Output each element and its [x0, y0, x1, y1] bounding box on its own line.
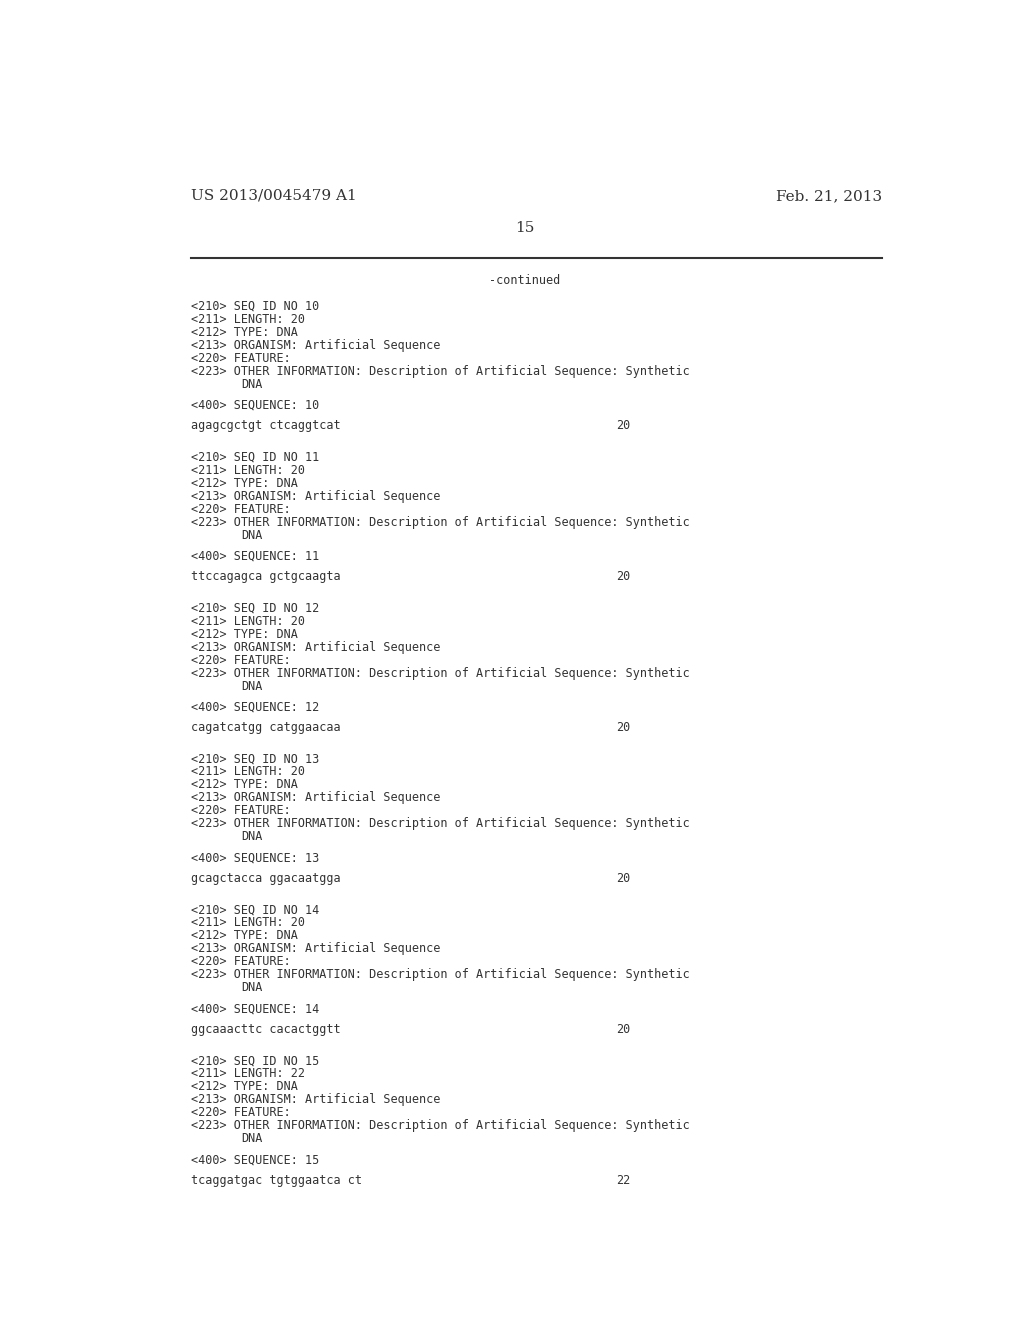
Text: 20: 20 — [616, 420, 631, 433]
Text: <211> LENGTH: 20: <211> LENGTH: 20 — [191, 313, 305, 326]
Text: <223> OTHER INFORMATION: Description of Artificial Sequence: Synthetic: <223> OTHER INFORMATION: Description of … — [191, 364, 690, 378]
Text: <213> ORGANISM: Artificial Sequence: <213> ORGANISM: Artificial Sequence — [191, 640, 441, 653]
Text: 20: 20 — [616, 1023, 631, 1036]
Text: <210> SEQ ID NO 10: <210> SEQ ID NO 10 — [191, 300, 319, 313]
Text: <210> SEQ ID NO 14: <210> SEQ ID NO 14 — [191, 903, 319, 916]
Text: DNA: DNA — [242, 830, 263, 843]
Text: <210> SEQ ID NO 15: <210> SEQ ID NO 15 — [191, 1055, 319, 1068]
Text: tcaggatgac tgtggaatca ct: tcaggatgac tgtggaatca ct — [191, 1173, 362, 1187]
Text: <400> SEQUENCE: 13: <400> SEQUENCE: 13 — [191, 851, 319, 865]
Text: <212> TYPE: DNA: <212> TYPE: DNA — [191, 1080, 298, 1093]
Text: gcagctacca ggacaatgga: gcagctacca ggacaatgga — [191, 873, 341, 886]
Text: <212> TYPE: DNA: <212> TYPE: DNA — [191, 779, 298, 792]
Text: DNA: DNA — [242, 378, 263, 391]
Text: <220> FEATURE:: <220> FEATURE: — [191, 956, 291, 969]
Text: DNA: DNA — [242, 528, 263, 541]
Text: <213> ORGANISM: Artificial Sequence: <213> ORGANISM: Artificial Sequence — [191, 339, 441, 351]
Text: 20: 20 — [616, 721, 631, 734]
Text: <220> FEATURE:: <220> FEATURE: — [191, 503, 291, 516]
Text: <220> FEATURE:: <220> FEATURE: — [191, 653, 291, 667]
Text: DNA: DNA — [242, 1133, 263, 1146]
Text: ggcaaacttc cacactggtt: ggcaaacttc cacactggtt — [191, 1023, 341, 1036]
Text: <223> OTHER INFORMATION: Description of Artificial Sequence: Synthetic: <223> OTHER INFORMATION: Description of … — [191, 516, 690, 528]
Text: cagatcatgg catggaacaa: cagatcatgg catggaacaa — [191, 721, 341, 734]
Text: <210> SEQ ID NO 13: <210> SEQ ID NO 13 — [191, 752, 319, 766]
Text: <400> SEQUENCE: 14: <400> SEQUENCE: 14 — [191, 1002, 319, 1015]
Text: <212> TYPE: DNA: <212> TYPE: DNA — [191, 477, 298, 490]
Text: DNA: DNA — [242, 981, 263, 994]
Text: ttccagagca gctgcaagta: ttccagagca gctgcaagta — [191, 570, 341, 583]
Text: 15: 15 — [515, 222, 535, 235]
Text: <400> SEQUENCE: 12: <400> SEQUENCE: 12 — [191, 701, 319, 713]
Text: <400> SEQUENCE: 11: <400> SEQUENCE: 11 — [191, 549, 319, 562]
Text: <212> TYPE: DNA: <212> TYPE: DNA — [191, 929, 298, 942]
Text: <223> OTHER INFORMATION: Description of Artificial Sequence: Synthetic: <223> OTHER INFORMATION: Description of … — [191, 1119, 690, 1133]
Text: 20: 20 — [616, 570, 631, 583]
Text: <400> SEQUENCE: 10: <400> SEQUENCE: 10 — [191, 399, 319, 412]
Text: DNA: DNA — [242, 680, 263, 693]
Text: <220> FEATURE:: <220> FEATURE: — [191, 804, 291, 817]
Text: <211> LENGTH: 20: <211> LENGTH: 20 — [191, 615, 305, 627]
Text: Feb. 21, 2013: Feb. 21, 2013 — [776, 189, 882, 203]
Text: <213> ORGANISM: Artificial Sequence: <213> ORGANISM: Artificial Sequence — [191, 942, 441, 956]
Text: US 2013/0045479 A1: US 2013/0045479 A1 — [191, 189, 357, 203]
Text: agagcgctgt ctcaggtcat: agagcgctgt ctcaggtcat — [191, 420, 341, 433]
Text: <223> OTHER INFORMATION: Description of Artificial Sequence: Synthetic: <223> OTHER INFORMATION: Description of … — [191, 817, 690, 830]
Text: <400> SEQUENCE: 15: <400> SEQUENCE: 15 — [191, 1154, 319, 1166]
Text: <213> ORGANISM: Artificial Sequence: <213> ORGANISM: Artificial Sequence — [191, 792, 441, 804]
Text: <212> TYPE: DNA: <212> TYPE: DNA — [191, 326, 298, 339]
Text: <210> SEQ ID NO 11: <210> SEQ ID NO 11 — [191, 450, 319, 463]
Text: <211> LENGTH: 22: <211> LENGTH: 22 — [191, 1068, 305, 1080]
Text: -continued: -continued — [489, 275, 560, 288]
Text: <211> LENGTH: 20: <211> LENGTH: 20 — [191, 463, 305, 477]
Text: <220> FEATURE:: <220> FEATURE: — [191, 1106, 291, 1119]
Text: <211> LENGTH: 20: <211> LENGTH: 20 — [191, 916, 305, 929]
Text: <220> FEATURE:: <220> FEATURE: — [191, 351, 291, 364]
Text: 20: 20 — [616, 873, 631, 886]
Text: 22: 22 — [616, 1173, 631, 1187]
Text: <212> TYPE: DNA: <212> TYPE: DNA — [191, 627, 298, 640]
Text: <210> SEQ ID NO 12: <210> SEQ ID NO 12 — [191, 602, 319, 615]
Text: <211> LENGTH: 20: <211> LENGTH: 20 — [191, 766, 305, 779]
Text: <213> ORGANISM: Artificial Sequence: <213> ORGANISM: Artificial Sequence — [191, 1093, 441, 1106]
Text: <223> OTHER INFORMATION: Description of Artificial Sequence: Synthetic: <223> OTHER INFORMATION: Description of … — [191, 667, 690, 680]
Text: <213> ORGANISM: Artificial Sequence: <213> ORGANISM: Artificial Sequence — [191, 490, 441, 503]
Text: <223> OTHER INFORMATION: Description of Artificial Sequence: Synthetic: <223> OTHER INFORMATION: Description of … — [191, 969, 690, 981]
